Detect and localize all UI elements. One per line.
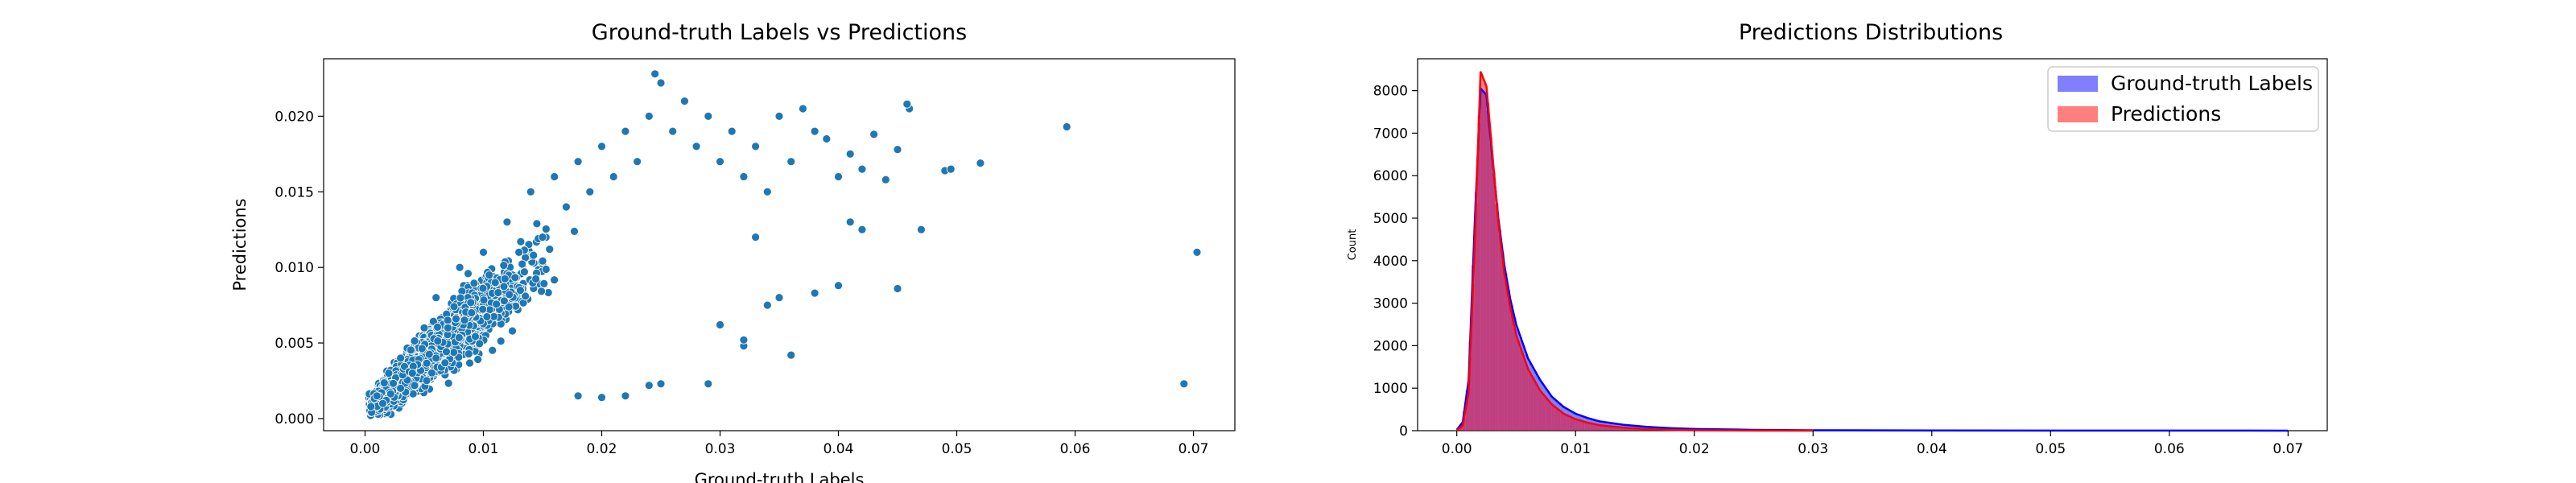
scatter-point	[532, 219, 542, 229]
scatter-point	[537, 287, 546, 296]
scatter-point	[550, 275, 559, 285]
scatter-panel: Ground-truth Labels vs Predictions 0.00 0…	[230, 20, 1236, 483]
scatter-point	[465, 358, 474, 368]
scatter-point	[488, 345, 497, 355]
scatter-point	[541, 225, 551, 233]
scatter-point	[524, 240, 534, 250]
scatter-plot-area	[323, 58, 1236, 431]
scatter-point	[496, 336, 506, 346]
scatter-point	[531, 275, 540, 283]
scatter-point	[516, 237, 526, 246]
scatter-title: Ground-truth Labels vs Predictions	[592, 20, 967, 45]
scatter-point	[570, 226, 579, 236]
scatter-point	[444, 378, 453, 388]
scatter-point	[521, 291, 530, 301]
scatter-point	[520, 267, 529, 277]
scatter-point	[504, 302, 514, 312]
scatter-points	[364, 69, 1202, 420]
scatter-point	[508, 326, 517, 336]
